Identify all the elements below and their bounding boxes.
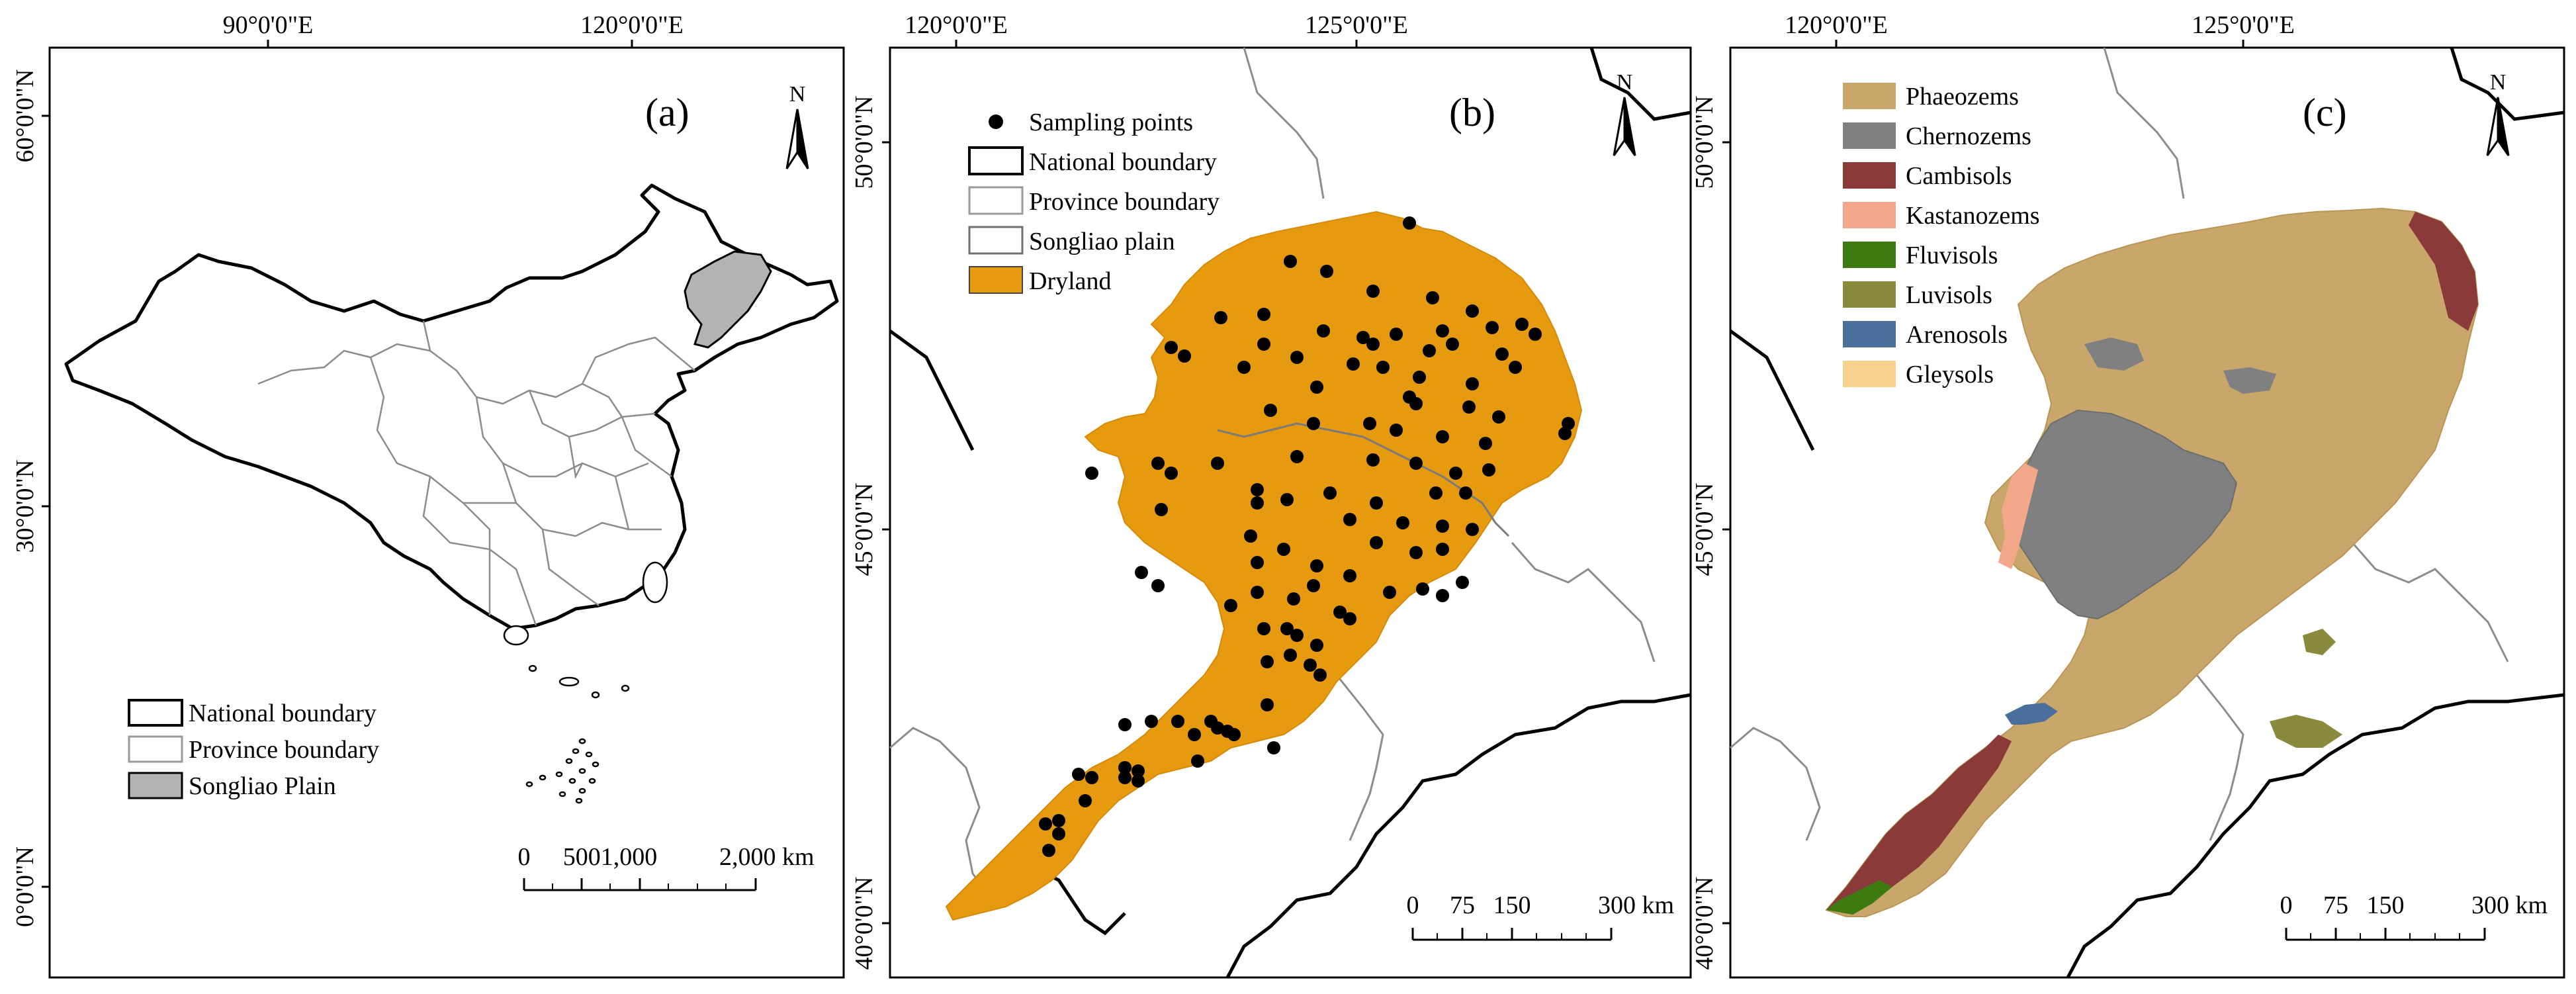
soil-kastanozems-area [1998, 463, 2038, 569]
panel-c-map: 120°0'0"E 125°0'0"E 50°0'0"N 45°0'0"N 40… [1691, 11, 2565, 979]
panel-b-legend: Sampling points National boundary Provin… [968, 109, 1220, 295]
songliao-plain-boundary [1217, 422, 1510, 537]
north-letter-c: N [2490, 70, 2507, 95]
panel-b-left-tick-3: 40°0'0"N [850, 877, 878, 970]
panel-c-left-tick-2: 45°0'0"N [1691, 483, 1718, 576]
panel-a-left-tick-1: 60°0'0"N [11, 69, 39, 163]
panel-c-left-tick-1: 50°0'0"N [1691, 96, 1718, 189]
panel-b-top-tick-1: 120°0'0"E [905, 11, 1008, 39]
panel-b-top-tick-2: 125°0'0"E [1305, 11, 1408, 39]
panel-a-left-tick-3: 0°0'0"N [11, 846, 39, 927]
legend-chernozems-swatch [1843, 122, 1896, 149]
soil-chernozems-patch [2084, 338, 2144, 371]
panel-c-left-tick-3: 40°0'0"N [1691, 877, 1718, 970]
scale-a-label-2: 2,000 km [719, 843, 815, 871]
legend-fluvisols-swatch [1843, 242, 1896, 268]
panel-a-map: 90°0'0"E 120°0'0"E 60°0'0"N 30°0'0"N 0°0… [11, 11, 845, 979]
soil-luvisols-area-2 [2303, 629, 2336, 655]
panel-b-left-tick-2: 45°0'0"N [850, 483, 878, 576]
north-arrow-c: N [2486, 70, 2510, 156]
panel-c-legend: Phaeozems Chernozems Cambisols Kastanoze… [1843, 83, 2040, 388]
legend-arenosols-swatch [1843, 321, 1896, 347]
soil-arenosols-area [2005, 703, 2058, 725]
scale-a-label-0: 0 [518, 843, 531, 871]
legend-b-label-5: Dryland [1029, 267, 1112, 295]
panel-a-left-tick-2: 30°0'0"N [11, 460, 39, 553]
legend-c-label-5: Fluvisols [1906, 242, 1998, 269]
scale-b-label-1: 75 [1450, 891, 1475, 919]
soil-cambisols-northeast [2409, 212, 2478, 331]
china-national-boundary [64, 183, 839, 631]
panel-a-top-tick-1: 90°0'0"E [223, 11, 314, 39]
legend-a-label-3: Songliao Plain [189, 772, 336, 800]
legend-a-songliao-swatch [128, 772, 183, 799]
legend-a-province-swatch [128, 735, 183, 763]
north-letter-a: N [789, 82, 806, 107]
legend-c-label-4: Kastanozems [1906, 202, 2040, 230]
songliao-plain-area [684, 250, 772, 349]
north-arrow-a: N [785, 82, 809, 169]
province-boundaries [257, 320, 695, 626]
soil-chernozems-patch-2 [2223, 367, 2276, 394]
legend-dryland-swatch [969, 266, 1023, 294]
legend-b-label-2: National boundary [1029, 148, 1217, 176]
north-letter-b: N [1617, 70, 1633, 95]
soil-luvisols-area [2270, 715, 2342, 748]
soil-cambisols-southwest [1826, 735, 2012, 913]
legend-c-label-7: Arenosols [1906, 321, 2008, 349]
sampling-points [1039, 216, 1575, 857]
south-china-sea-islands [503, 561, 668, 804]
legend-sampling-point-swatch [989, 114, 1003, 129]
legend-c-label-3: Cambisols [1906, 162, 2012, 190]
panel-b-label: (b) [1449, 91, 1495, 134]
legend-a-label-1: National boundary [189, 700, 377, 727]
panel-a-legend: National boundary Province boundary Song… [128, 699, 379, 800]
legend-gleysols-swatch [1843, 361, 1896, 387]
legend-c-label-6: Luvisols [1906, 281, 1992, 309]
legend-kastanozems-swatch [1843, 202, 1896, 228]
legend-a-label-2: Province boundary [189, 736, 379, 764]
panel-a-top-tick-2: 120°0'0"E [580, 11, 684, 39]
panel-a-label: (a) [645, 91, 689, 134]
legend-phaeozems-swatch [1843, 83, 1896, 109]
legend-national-swatch [968, 146, 1024, 175]
national-boundaries-c [1729, 47, 2565, 979]
legend-b-label-3: Province boundary [1029, 188, 1220, 216]
legend-province-swatch [968, 186, 1024, 215]
scale-c-label-0: 0 [2280, 891, 2293, 919]
legend-luvisols-swatch [1843, 281, 1896, 308]
scale-a-label-1: 5001,000 [563, 843, 658, 871]
legend-b-label-1: Sampling points [1029, 109, 1193, 136]
dryland-area [945, 210, 1583, 921]
legend-cambisols-swatch [1843, 162, 1896, 189]
scale-bar-a: 0 5001,000 2,000 km [518, 843, 815, 891]
scale-c-label-1: 75 [2323, 891, 2348, 919]
scale-b-label-0: 0 [1407, 891, 1419, 919]
soil-fluvisols-area [1826, 880, 1892, 915]
province-boundaries-c [1730, 47, 2509, 841]
scale-c-label-3: 300 km [2471, 891, 2548, 919]
scale-c-label-2: 150 [2367, 891, 2405, 919]
panel-b-map: 120°0'0"E 125°0'0"E 50°0'0"N 45°0'0"N 40… [850, 11, 1692, 979]
scale-b-label-3: 300 km [1598, 891, 1674, 919]
scale-bar-b: 0 75 150 300 km [1407, 891, 1674, 941]
panel-c-label: (c) [2303, 91, 2347, 134]
legend-songliao-swatch [968, 226, 1024, 255]
legend-c-label-1: Phaeozems [1906, 83, 2019, 111]
scale-bar-c: 0 75 150 300 km [2280, 891, 2548, 941]
legend-b-label-4: Songliao plain [1029, 228, 1175, 255]
panel-b-left-tick-1: 50°0'0"N [850, 96, 878, 189]
panel-c-top-tick-2: 125°0'0"E [2192, 11, 2295, 39]
legend-c-label-2: Chernozems [1906, 122, 2031, 150]
panel-c-top-tick-1: 120°0'0"E [1785, 11, 1888, 39]
legend-a-national-swatch [128, 699, 183, 727]
legend-c-label-8: Gleysols [1906, 361, 1994, 388]
north-arrow-b: N [1613, 70, 1636, 156]
scale-b-label-2: 150 [1493, 891, 1531, 919]
